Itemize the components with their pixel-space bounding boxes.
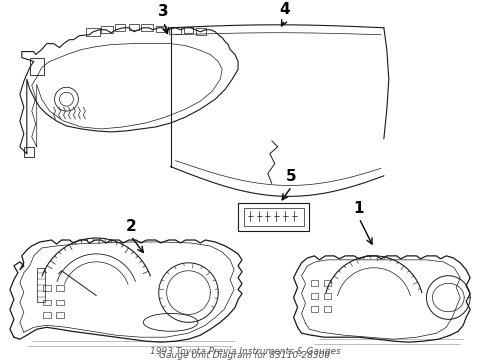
Bar xyxy=(30,58,44,75)
Text: 1993 Toyota Previa Instruments & Gauges: 1993 Toyota Previa Instruments & Gauges xyxy=(149,347,341,356)
Text: 4: 4 xyxy=(279,3,290,17)
Bar xyxy=(55,312,64,318)
Bar xyxy=(43,300,50,306)
Bar xyxy=(324,293,331,298)
Bar xyxy=(115,24,125,31)
Bar xyxy=(324,280,331,285)
Bar xyxy=(312,293,318,298)
Bar xyxy=(129,24,139,30)
Bar xyxy=(156,26,166,32)
Bar xyxy=(169,27,180,34)
Bar xyxy=(324,306,331,312)
Text: 5: 5 xyxy=(286,169,297,184)
Text: 1: 1 xyxy=(354,201,364,216)
Bar xyxy=(196,28,206,35)
Text: 2: 2 xyxy=(125,219,136,234)
Bar xyxy=(101,26,113,33)
Text: 3: 3 xyxy=(158,4,169,19)
Bar xyxy=(55,285,64,291)
Bar xyxy=(184,27,194,33)
Bar xyxy=(43,285,50,291)
Bar xyxy=(37,268,45,302)
Bar xyxy=(238,203,310,231)
Text: Gauge Unit Diagram for 83110-28300: Gauge Unit Diagram for 83110-28300 xyxy=(159,351,331,360)
Bar xyxy=(55,300,64,306)
Bar xyxy=(43,312,50,318)
Bar xyxy=(86,28,100,36)
Bar xyxy=(141,24,153,31)
Bar xyxy=(312,280,318,285)
Bar xyxy=(24,147,34,157)
Bar xyxy=(244,208,303,226)
Bar xyxy=(312,306,318,312)
